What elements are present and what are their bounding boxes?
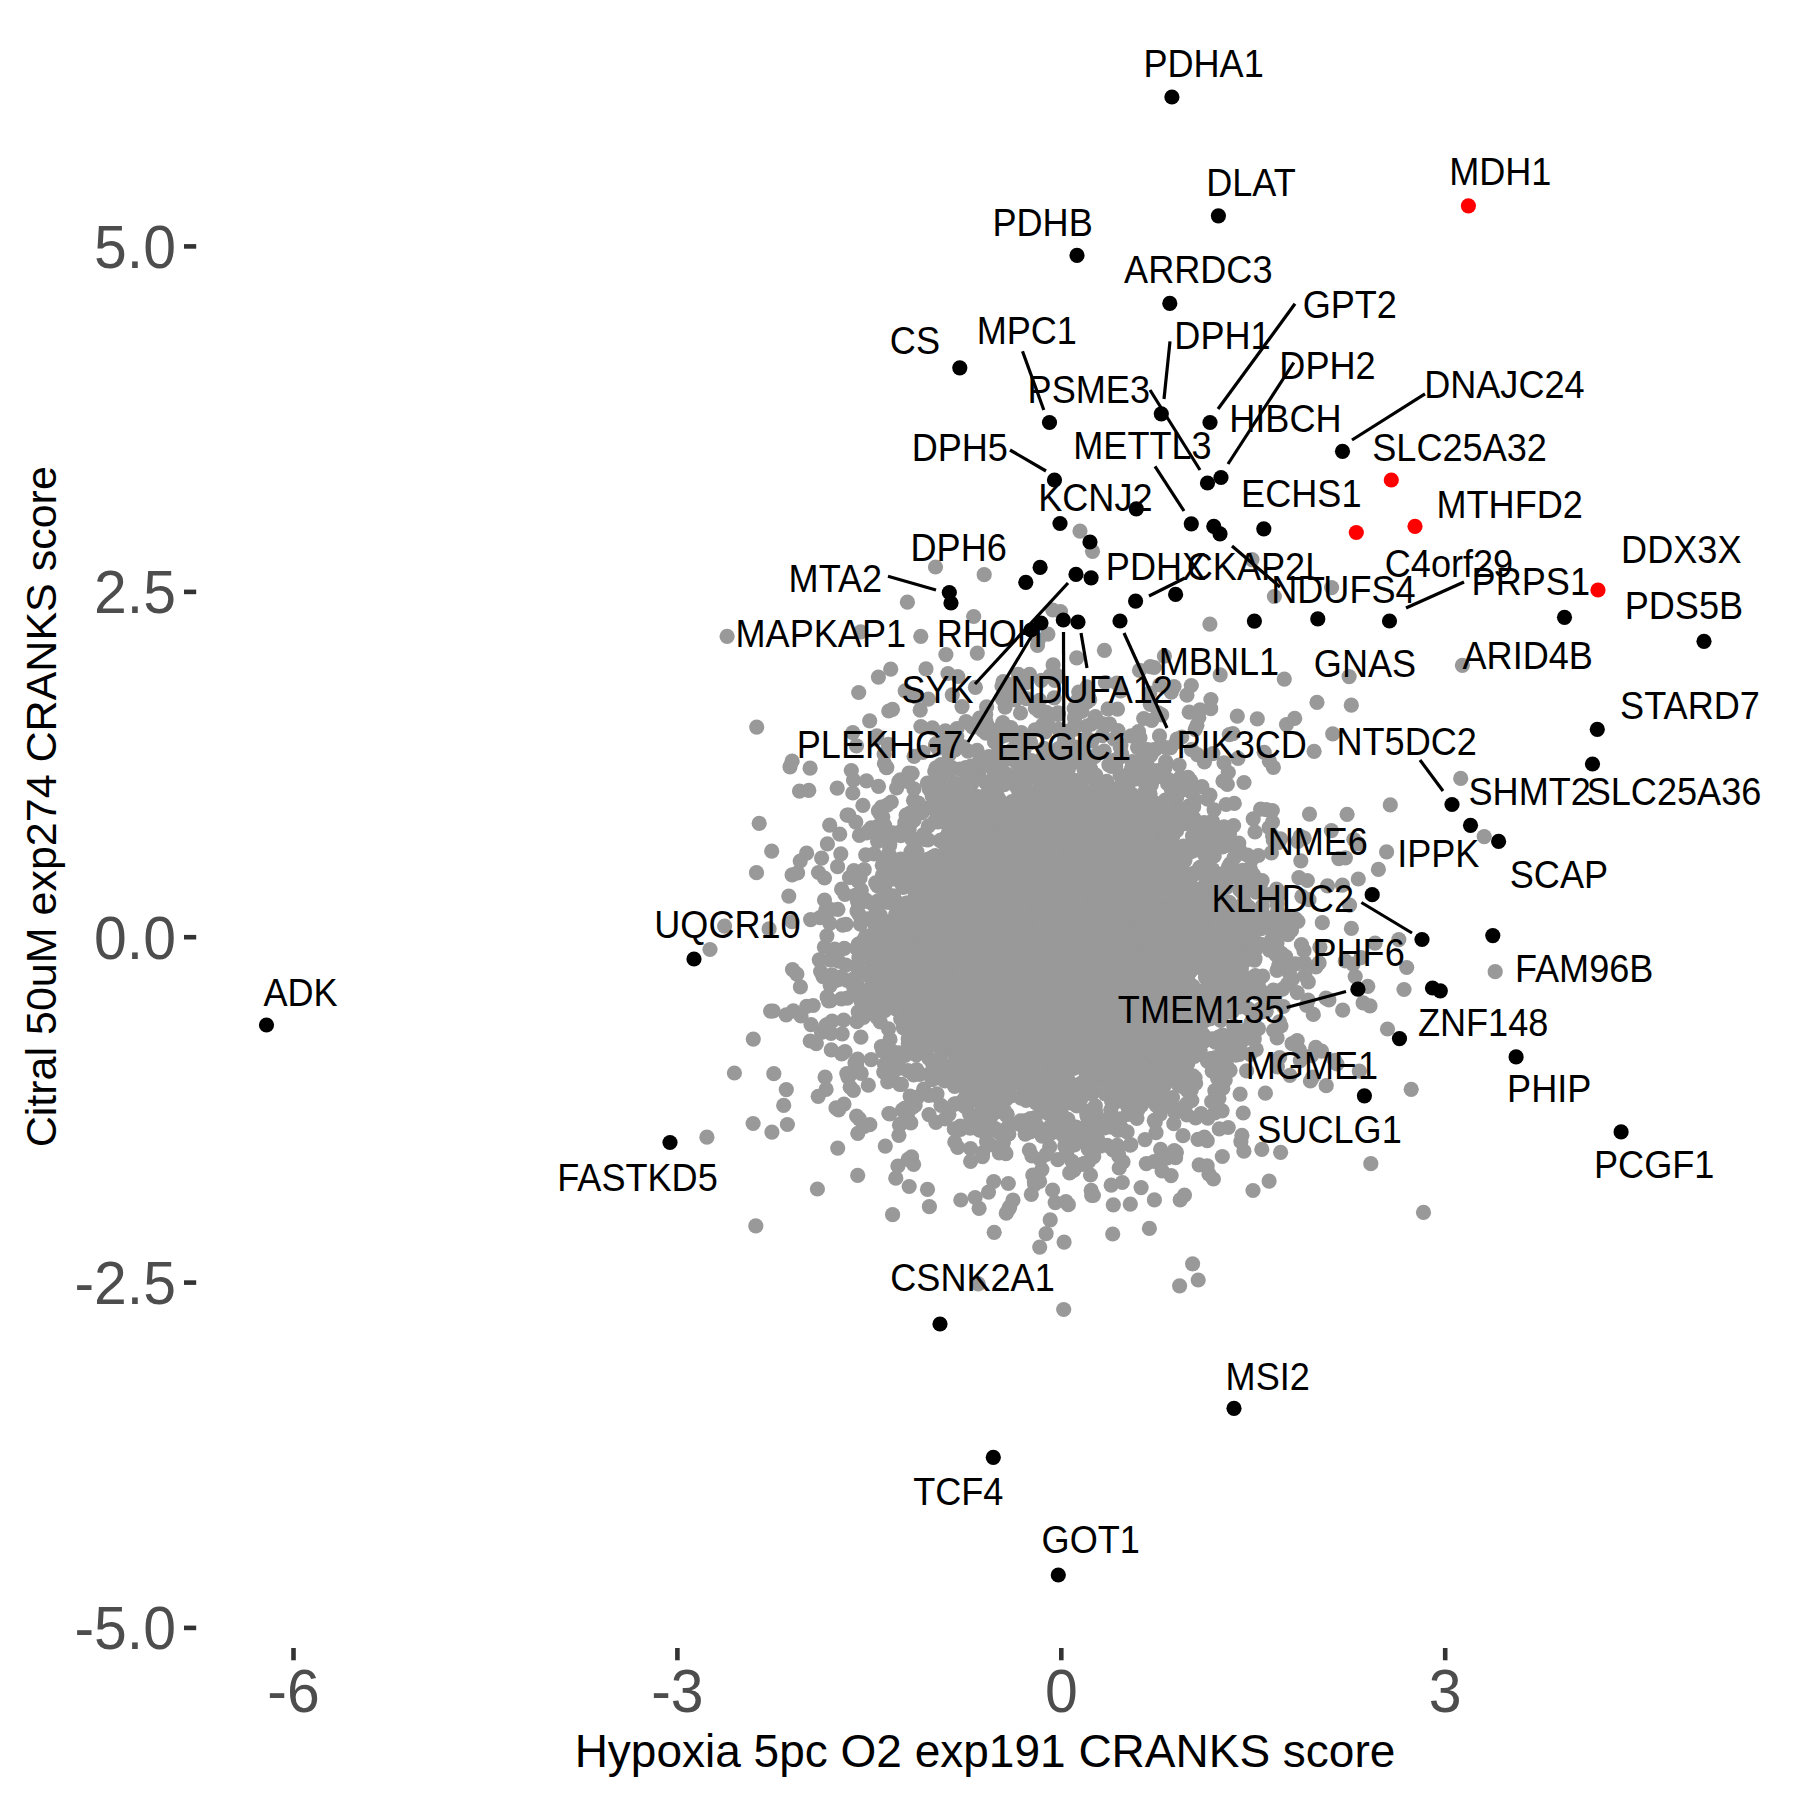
svg-text:DNAJC24: DNAJC24 [1424, 364, 1585, 406]
svg-text:PIK3CD: PIK3CD [1177, 724, 1307, 766]
svg-text:-2.5: -2.5 [75, 1248, 177, 1317]
svg-text:PDS5B: PDS5B [1625, 585, 1743, 627]
svg-text:TCF4: TCF4 [913, 1471, 1003, 1513]
svg-text:FAM96B: FAM96B [1515, 948, 1653, 990]
svg-text:KLHDC2: KLHDC2 [1212, 878, 1355, 920]
svg-text:MTHFD2: MTHFD2 [1437, 484, 1583, 526]
svg-text:ZNF148: ZNF148 [1418, 1002, 1548, 1044]
svg-text:DPH6: DPH6 [911, 527, 1007, 569]
svg-text:PSME3: PSME3 [1028, 369, 1150, 411]
svg-text:NDUFS4: NDUFS4 [1271, 569, 1415, 611]
svg-text:ARRDC3: ARRDC3 [1124, 249, 1272, 291]
svg-text:-3: -3 [651, 1656, 703, 1725]
svg-text:METTL3: METTL3 [1073, 425, 1211, 467]
svg-text:5.0: 5.0 [94, 212, 176, 281]
svg-text:MSI2: MSI2 [1226, 1356, 1310, 1398]
svg-text:SHMT2: SHMT2 [1469, 771, 1591, 813]
svg-text:-6: -6 [267, 1656, 319, 1725]
svg-text:-5.0: -5.0 [75, 1593, 177, 1662]
svg-text:MBNL1: MBNL1 [1159, 641, 1279, 683]
svg-text:PHF6: PHF6 [1312, 932, 1404, 974]
svg-text:ECHS1: ECHS1 [1241, 473, 1361, 515]
svg-text:PDHA1: PDHA1 [1143, 43, 1263, 85]
svg-text:ARID4B: ARID4B [1463, 635, 1593, 677]
svg-text:PCGF1: PCGF1 [1594, 1144, 1714, 1186]
svg-text:DPH2: DPH2 [1279, 345, 1375, 387]
svg-text:DDX3X: DDX3X [1621, 529, 1741, 571]
svg-text:GPT2: GPT2 [1303, 284, 1397, 326]
svg-text:MPC1: MPC1 [977, 310, 1077, 352]
svg-text:3: 3 [1429, 1656, 1462, 1725]
svg-text:DPH1: DPH1 [1174, 315, 1270, 357]
svg-text:DPH5: DPH5 [912, 427, 1008, 469]
svg-text:Citral 50uM exp274 CRANKS scor: Citral 50uM exp274 CRANKS score [17, 466, 65, 1147]
svg-text:GOT1: GOT1 [1042, 1519, 1140, 1561]
svg-text:CS: CS [890, 320, 940, 362]
svg-text:ADK: ADK [263, 972, 337, 1014]
svg-text:0: 0 [1045, 1656, 1078, 1725]
svg-text:FASTKD5: FASTKD5 [557, 1157, 718, 1199]
svg-text:NT5DC2: NT5DC2 [1337, 721, 1477, 763]
svg-text:GNAS: GNAS [1314, 643, 1416, 685]
svg-text:MGME1: MGME1 [1246, 1045, 1378, 1087]
svg-text:PRPS1: PRPS1 [1472, 561, 1590, 603]
svg-text:Hypoxia 5pc O2 exp191 CRANKS s: Hypoxia 5pc O2 exp191 CRANKS score [575, 1725, 1396, 1777]
svg-text:SLC25A36: SLC25A36 [1587, 771, 1762, 813]
svg-text:SYK: SYK [901, 669, 973, 711]
svg-text:IPPK: IPPK [1397, 833, 1479, 875]
svg-text:DLAT: DLAT [1206, 162, 1296, 204]
svg-text:CSNK2A1: CSNK2A1 [890, 1257, 1055, 1299]
svg-text:MDH1: MDH1 [1449, 151, 1551, 193]
svg-text:PHIP: PHIP [1507, 1068, 1591, 1110]
svg-text:MAPKAP1: MAPKAP1 [736, 613, 907, 655]
svg-text:UQCR10: UQCR10 [654, 904, 800, 946]
svg-text:MTA2: MTA2 [789, 558, 883, 600]
svg-text:0.0: 0.0 [94, 903, 176, 972]
svg-text:SLC25A32: SLC25A32 [1372, 427, 1547, 469]
svg-text:SUCLG1: SUCLG1 [1257, 1109, 1402, 1151]
svg-text:PLEKHG7: PLEKHG7 [797, 724, 964, 766]
svg-text:TMEM135: TMEM135 [1118, 989, 1285, 1031]
svg-text:2.5: 2.5 [94, 557, 176, 626]
svg-text:SCAP: SCAP [1510, 854, 1608, 896]
svg-text:NME6: NME6 [1268, 821, 1368, 863]
svg-text:ERGIC1: ERGIC1 [997, 726, 1131, 768]
svg-text:PDHB: PDHB [992, 202, 1092, 244]
svg-text:STARD7: STARD7 [1620, 685, 1760, 727]
